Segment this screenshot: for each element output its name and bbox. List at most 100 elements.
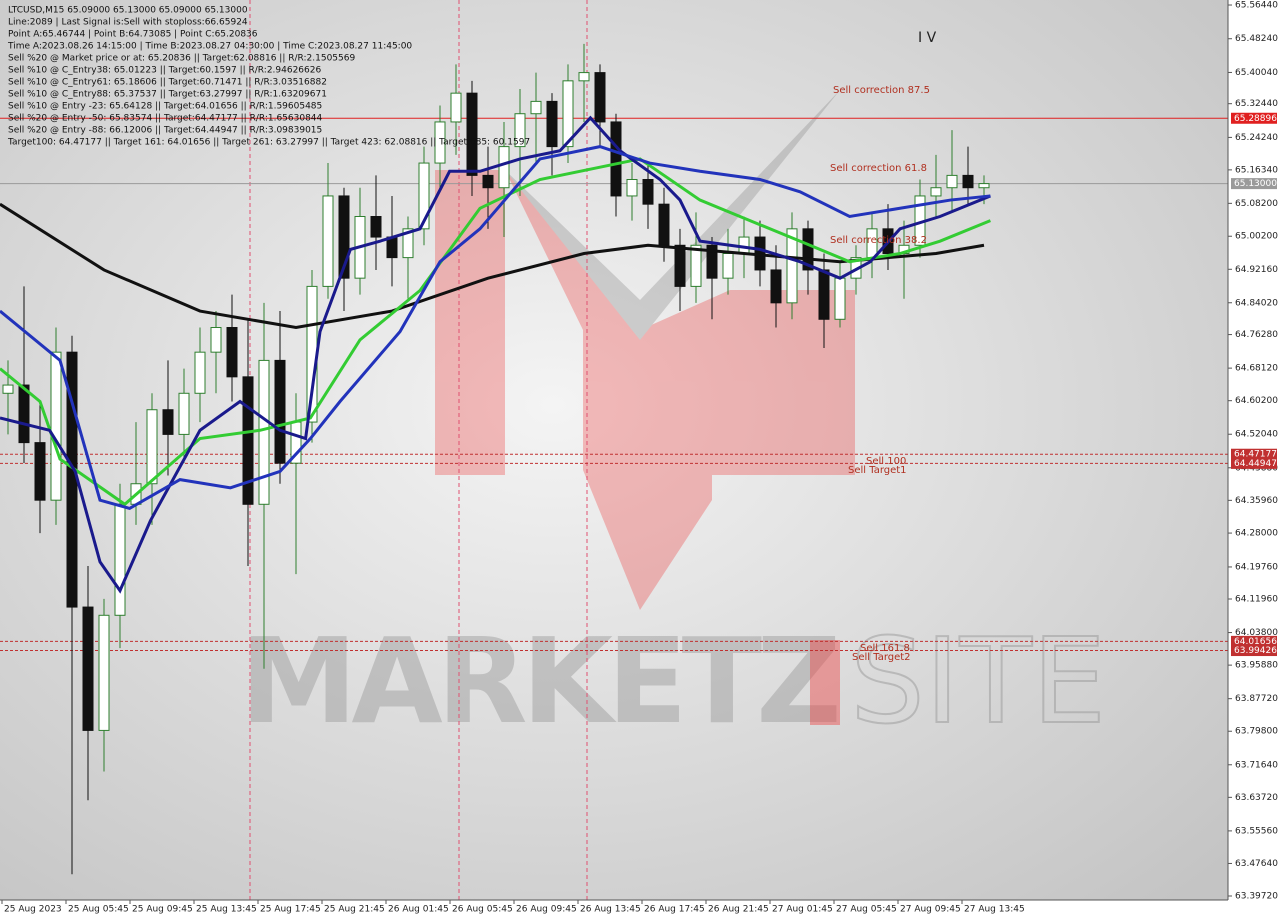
- y-tick-label: 64.52040: [1235, 430, 1278, 440]
- candle-body: [338, 195, 350, 279]
- x-tick-label: 27 Aug 09:45: [900, 905, 961, 915]
- x-tick-label: 27 Aug 13:45: [964, 905, 1025, 915]
- x-tick-label: 25 Aug 17:45: [260, 905, 321, 915]
- annotation: Sell Target2: [852, 652, 911, 663]
- candle-body: [98, 614, 110, 731]
- x-tick-label: 27 Aug 01:45: [772, 905, 833, 915]
- y-tick-label: 63.95880: [1235, 661, 1278, 671]
- annotation: I V: [918, 30, 937, 46]
- candle-body: [34, 442, 46, 501]
- y-tick-label: 65.00200: [1235, 232, 1278, 242]
- watermark-bar: [810, 640, 840, 725]
- y-tick-label: 63.87720: [1235, 694, 1278, 704]
- y-tick-label: 63.71640: [1235, 760, 1278, 770]
- candle-body: [114, 503, 126, 616]
- candle-body: [50, 351, 62, 501]
- y-tick-label: 65.48240: [1235, 34, 1278, 44]
- annotation: Sell 161.8: [860, 643, 910, 654]
- y-tick-label: 64.60200: [1235, 396, 1278, 406]
- candle-body: [578, 72, 590, 82]
- level-label-box: [1231, 635, 1277, 647]
- y-tick-label: 64.84020: [1235, 298, 1278, 308]
- y-tick-label: 63.39720: [1235, 892, 1278, 902]
- x-tick-label: 25 Aug 13:45: [196, 905, 257, 915]
- info-line: Sell %20 @ Entry -50: 65.83574 || Target…: [8, 114, 323, 124]
- candle-body: [194, 351, 206, 394]
- candle-body: [626, 178, 638, 197]
- candle-body: [962, 174, 974, 189]
- x-tick-label: 26 Aug 05:45: [452, 905, 513, 915]
- candle-body: [690, 244, 702, 287]
- info-line: Sell %10 @ C_Entry38: 65.01223 || Target…: [8, 66, 321, 76]
- candle-body: [562, 80, 574, 148]
- level-label: 63.99426: [1234, 646, 1277, 656]
- y-tick-label: 63.63720: [1235, 793, 1278, 803]
- info-line: Sell %20 @ Entry -88: 66.12006 || Target…: [8, 126, 322, 136]
- y-tick-label: 64.68120: [1235, 364, 1278, 374]
- y-tick-label: 63.47640: [1235, 859, 1278, 869]
- info-line: LTCUSD,M15 65.09000 65.13000 65.09000 65…: [8, 6, 248, 16]
- candle-body: [370, 215, 382, 238]
- candle-body: [834, 277, 846, 320]
- candle-body: [18, 384, 30, 444]
- y-tick-label: 65.32440: [1235, 99, 1278, 109]
- candle-body: [402, 228, 414, 259]
- candle-body: [274, 359, 286, 464]
- plot: [0, 43, 1228, 875]
- y-tick-label: 63.79800: [1235, 727, 1278, 737]
- y-tick-label: 65.24240: [1235, 133, 1278, 143]
- candle-body: [210, 327, 222, 353]
- candle-body: [930, 187, 942, 197]
- candle-body: [2, 384, 14, 394]
- level-label: 64.44947: [1234, 459, 1277, 469]
- candle-body: [434, 121, 446, 164]
- candle-body: [818, 269, 830, 320]
- y-tick-label: 64.76280: [1235, 330, 1278, 340]
- candle-body: [162, 409, 174, 435]
- level-label: 65.13000: [1234, 179, 1277, 189]
- candle-body: [610, 121, 622, 197]
- candle-body: [322, 195, 334, 287]
- moving-average: [0, 115, 991, 594]
- info-line: Sell %10 @ C_Entry88: 65.37537 || Target…: [8, 90, 327, 100]
- annotation: Sell correction 87.5: [833, 85, 930, 96]
- candle-body: [722, 253, 734, 279]
- x-tick-label: 26 Aug 21:45: [708, 905, 769, 915]
- y-tick-label: 63.55560: [1235, 826, 1278, 836]
- candle-body: [546, 100, 558, 148]
- level-label: 64.47177: [1234, 450, 1277, 460]
- logo: [435, 90, 855, 610]
- candle-body: [498, 146, 510, 189]
- info-panel: LTCUSD,M15 65.09000 65.13000 65.09000 65…: [7, 6, 530, 148]
- x-tick-label: 26 Aug 17:45: [644, 905, 705, 915]
- level-label-box: [1231, 457, 1277, 469]
- candle-body: [706, 244, 718, 279]
- candle-body: [786, 228, 798, 304]
- level-label-box: [1231, 645, 1277, 657]
- level-label: 64.01656: [1234, 637, 1277, 647]
- x-tick-label: 26 Aug 01:45: [388, 905, 449, 915]
- y-tick-label: 64.19760: [1235, 562, 1278, 572]
- y-tick-label: 64.92160: [1235, 265, 1278, 275]
- candle-body: [946, 174, 958, 189]
- watermark: MARKETZ: [240, 612, 837, 750]
- y-tick-label: 64.28000: [1235, 529, 1278, 539]
- candle-body: [642, 178, 654, 205]
- info-line: Target100: 64.47177 || Target 161: 64.01…: [7, 138, 530, 148]
- moving-average: [0, 145, 991, 511]
- info-line: Line:2089 | Last Signal is:Sell with sto…: [8, 18, 248, 28]
- time-axis-bg: [0, 900, 1228, 920]
- candle-body: [258, 359, 270, 505]
- x-tick-label: 25 Aug 09:45: [132, 905, 193, 915]
- x-tick-label: 27 Aug 05:45: [836, 905, 897, 915]
- annotation: Sell correction 38.2: [830, 235, 927, 246]
- candle-body: [802, 228, 814, 271]
- candle-body: [514, 113, 526, 148]
- level-label-box: [1231, 112, 1277, 124]
- y-tick-label: 64.35960: [1235, 496, 1278, 506]
- candle-body: [242, 376, 254, 505]
- info-line: Sell %10 @ Entry -23: 65.64128 || Target…: [8, 102, 322, 112]
- y-tick-label: 64.03800: [1235, 628, 1278, 638]
- x-tick-label: 26 Aug 09:45: [516, 905, 577, 915]
